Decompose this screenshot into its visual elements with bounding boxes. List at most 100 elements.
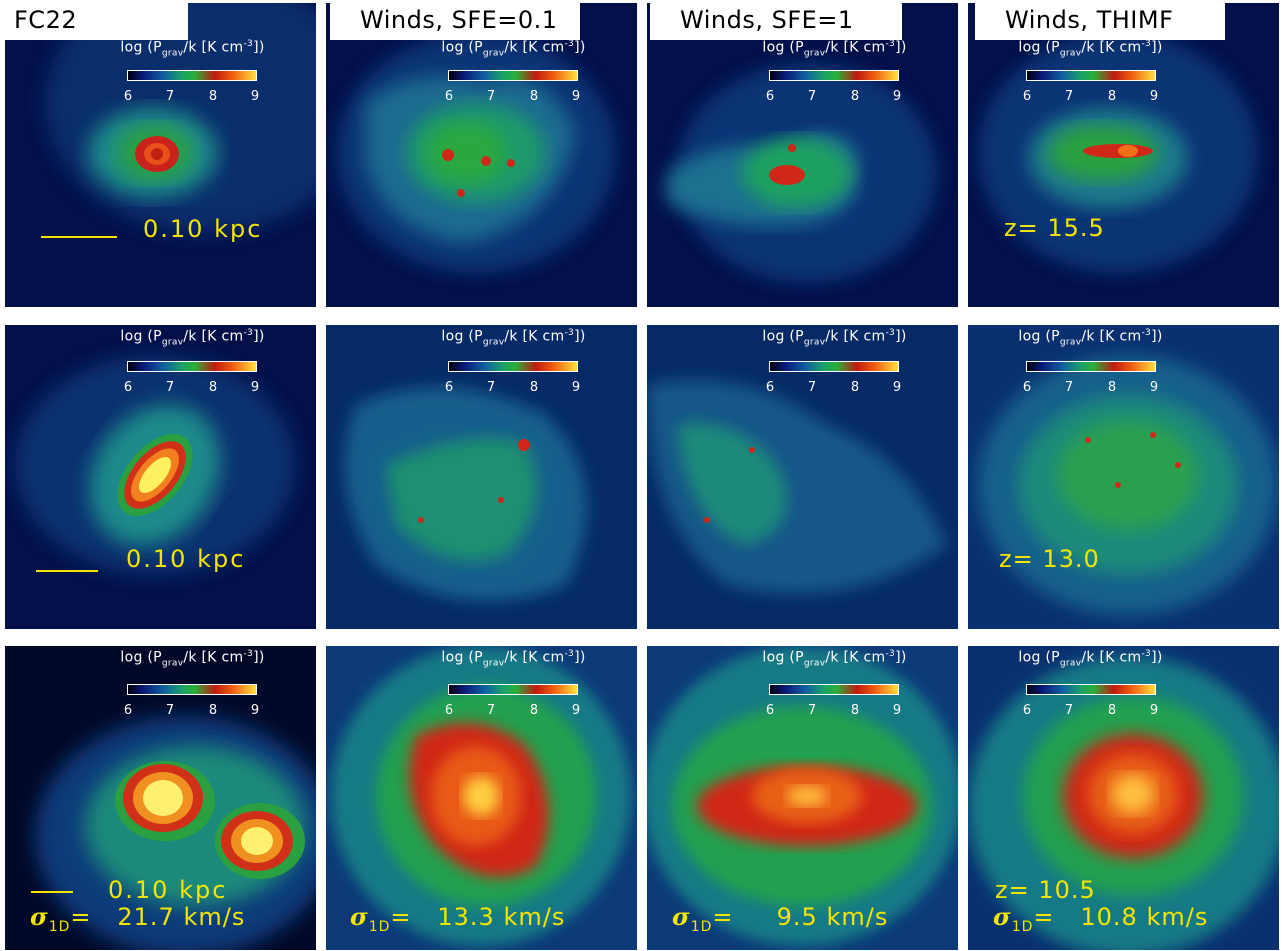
colorbar xyxy=(448,361,578,372)
panel-fc22-row1 xyxy=(5,3,316,307)
column-title-sfe01: Winds, SFE=0.1 xyxy=(330,0,580,40)
pressure-map xyxy=(968,646,1279,950)
panel-sfe01-row3 xyxy=(326,646,637,950)
colorbar xyxy=(448,70,578,81)
colorbar-tick: 7 xyxy=(807,380,817,395)
colorbar xyxy=(1026,684,1156,695)
colorbar-title: log (Pgrav/k [K cm-3]) xyxy=(441,649,586,669)
colorbar xyxy=(127,684,257,695)
pressure-map xyxy=(968,325,1279,629)
scale-bar-label: 0.10 kpc xyxy=(108,876,228,904)
colorbar-tick: 8 xyxy=(208,380,218,395)
colorbar-tick: 6 xyxy=(765,380,775,395)
column-title-thimf: Winds, THIMF xyxy=(975,0,1225,40)
colorbar-title: log (Pgrav/k [K cm-3]) xyxy=(1018,649,1163,669)
colorbar xyxy=(127,361,257,372)
colorbar-tick: 6 xyxy=(444,703,454,718)
scale-bar-label: 0.10 kpc xyxy=(143,215,263,243)
pressure-map xyxy=(5,3,316,307)
colorbar xyxy=(127,70,257,81)
panel-thimf-row2 xyxy=(968,325,1279,629)
colorbar-tick: 8 xyxy=(529,703,539,718)
colorbar-tick: 9 xyxy=(250,703,260,718)
colorbar-tick: 8 xyxy=(850,703,860,718)
colorbar-tick: 9 xyxy=(250,380,260,395)
colorbar-tick: 9 xyxy=(571,380,581,395)
colorbar-tick: 8 xyxy=(208,703,218,718)
scale-bar xyxy=(36,570,98,572)
pressure-map xyxy=(5,646,316,950)
colorbar-tick: 7 xyxy=(486,380,496,395)
colorbar-tick: 6 xyxy=(765,703,775,718)
pressure-map xyxy=(326,325,637,629)
colorbar-title: log (Pgrav/k [K cm-3]) xyxy=(1018,328,1163,348)
colorbar-tick: 9 xyxy=(892,703,902,718)
colorbar-tick: 9 xyxy=(1149,89,1159,104)
panel-thimf-row3 xyxy=(968,646,1279,950)
colorbar-tick: 8 xyxy=(529,380,539,395)
colorbar-tick: 7 xyxy=(486,89,496,104)
colorbar-title: log (Pgrav/k [K cm-3]) xyxy=(762,39,907,59)
panel-sfe1-row2 xyxy=(647,325,958,629)
redshift-label: z= 15.5 xyxy=(1004,214,1105,242)
pressure-map xyxy=(647,646,958,950)
colorbar-tick: 7 xyxy=(1064,703,1074,718)
velocity-dispersion-label: σ1D= 10.8 km/s xyxy=(993,902,1209,935)
colorbar-tick: 7 xyxy=(165,703,175,718)
colorbar-title: log (Pgrav/k [K cm-3]) xyxy=(762,328,907,348)
colorbar-title: log (Pgrav/k [K cm-3]) xyxy=(120,649,265,669)
colorbar-tick: 6 xyxy=(123,703,133,718)
pressure-map xyxy=(647,325,958,629)
colorbar xyxy=(769,361,899,372)
colorbar xyxy=(769,684,899,695)
colorbar-tick: 8 xyxy=(850,380,860,395)
colorbar xyxy=(769,70,899,81)
colorbar-tick: 9 xyxy=(892,380,902,395)
column-title-sfe1: Winds, SFE=1 xyxy=(650,0,902,40)
colorbar-tick: 7 xyxy=(1064,89,1074,104)
pressure-map xyxy=(326,3,637,307)
colorbar-tick: 7 xyxy=(165,89,175,104)
panel-thimf-row1 xyxy=(968,3,1279,307)
colorbar xyxy=(1026,361,1156,372)
colorbar-tick: 7 xyxy=(486,703,496,718)
colorbar-title: log (Pgrav/k [K cm-3]) xyxy=(1018,39,1163,59)
velocity-dispersion-label: σ1D= 9.5 km/s xyxy=(672,902,889,935)
redshift-label: z= 13.0 xyxy=(999,545,1100,573)
colorbar-title: log (Pgrav/k [K cm-3]) xyxy=(762,649,907,669)
redshift-label: z= 10.5 xyxy=(995,876,1096,904)
colorbar-tick: 7 xyxy=(807,703,817,718)
colorbar-tick: 8 xyxy=(1107,89,1117,104)
colorbar xyxy=(1026,70,1156,81)
colorbar-tick: 8 xyxy=(529,89,539,104)
colorbar-tick: 6 xyxy=(1022,703,1032,718)
colorbar-title: log (Pgrav/k [K cm-3]) xyxy=(441,328,586,348)
colorbar-tick: 8 xyxy=(208,89,218,104)
colorbar-tick: 8 xyxy=(1107,703,1117,718)
panel-sfe1-row1 xyxy=(647,3,958,307)
colorbar-tick: 7 xyxy=(165,380,175,395)
colorbar-tick: 9 xyxy=(571,703,581,718)
colorbar-tick: 6 xyxy=(765,89,775,104)
pressure-map xyxy=(5,325,316,629)
scale-bar xyxy=(31,891,73,893)
colorbar xyxy=(448,684,578,695)
pressure-map xyxy=(326,646,637,950)
colorbar-tick: 7 xyxy=(1064,380,1074,395)
colorbar-tick: 8 xyxy=(1107,380,1117,395)
colorbar-tick: 9 xyxy=(1149,380,1159,395)
colorbar-title: log (Pgrav/k [K cm-3]) xyxy=(120,39,265,59)
colorbar-tick: 9 xyxy=(571,89,581,104)
colorbar-tick: 6 xyxy=(1022,380,1032,395)
colorbar-tick: 9 xyxy=(250,89,260,104)
column-title-fc22: FC22 xyxy=(0,0,188,40)
colorbar-tick: 9 xyxy=(892,89,902,104)
colorbar-tick: 8 xyxy=(850,89,860,104)
colorbar-title: log (Pgrav/k [K cm-3]) xyxy=(120,328,265,348)
panel-fc22-row2 xyxy=(5,325,316,629)
colorbar-tick: 7 xyxy=(807,89,817,104)
panel-fc22-row3 xyxy=(5,646,316,950)
velocity-dispersion-label: σ1D= 13.3 km/s xyxy=(350,902,566,935)
colorbar-tick: 6 xyxy=(123,89,133,104)
panel-sfe1-row3 xyxy=(647,646,958,950)
